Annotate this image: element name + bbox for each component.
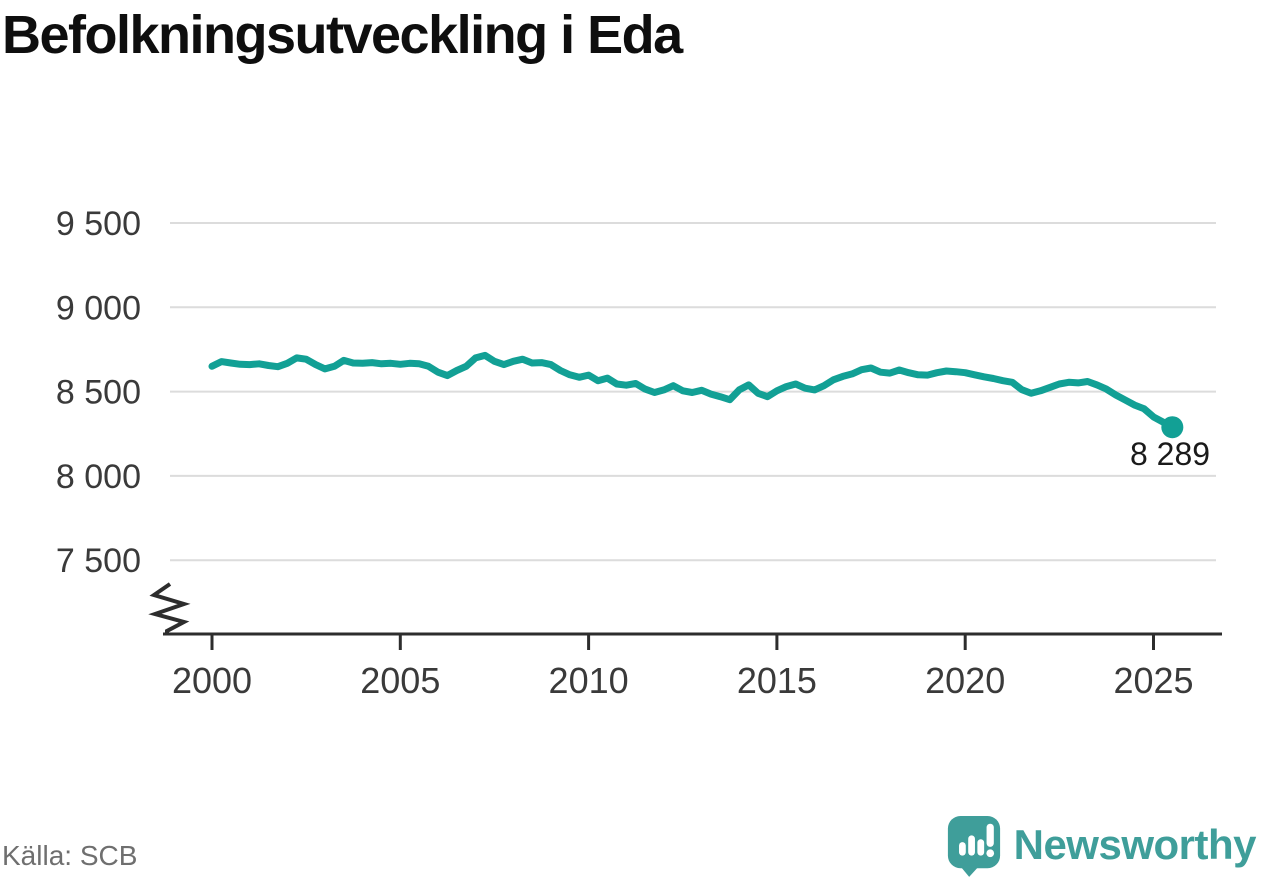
x-tick-label: 2010 xyxy=(549,660,629,701)
y-tick-label: 8 000 xyxy=(56,458,141,496)
y-tick-label: 7 500 xyxy=(56,542,141,580)
logo-bar-tall xyxy=(967,835,975,856)
logo-bar-medium xyxy=(976,839,984,856)
y-tick-label: 9 000 xyxy=(56,289,141,327)
x-tick-label: 2020 xyxy=(925,660,1005,701)
logo-exclamation-dot xyxy=(985,849,994,858)
y-tick-label: 9 500 xyxy=(56,205,141,243)
logo-exclamation-bar xyxy=(986,823,994,847)
population-line xyxy=(208,351,1176,431)
logo-bar-short xyxy=(958,842,966,856)
newsworthy-wordmark: Newsworthy xyxy=(1013,821,1257,868)
latest-point-dot xyxy=(1161,416,1184,439)
source-label: Källa: SCB xyxy=(2,840,138,871)
page-title: Befolkningsutveckling i Eda xyxy=(2,5,683,65)
x-tick-label: 2000 xyxy=(172,660,252,701)
axis-break-icon xyxy=(148,582,191,635)
newsworthy-logo[interactable]: Newsworthy xyxy=(945,812,1257,878)
x-tick-label: 2015 xyxy=(737,660,817,701)
end-value-label: 8 289 xyxy=(1129,436,1211,472)
x-tick-label: 2005 xyxy=(360,660,440,701)
x-tick-label: 2025 xyxy=(1113,660,1193,701)
y-tick-label: 8 500 xyxy=(56,374,141,412)
newsworthy-logo-icon xyxy=(947,816,1000,877)
